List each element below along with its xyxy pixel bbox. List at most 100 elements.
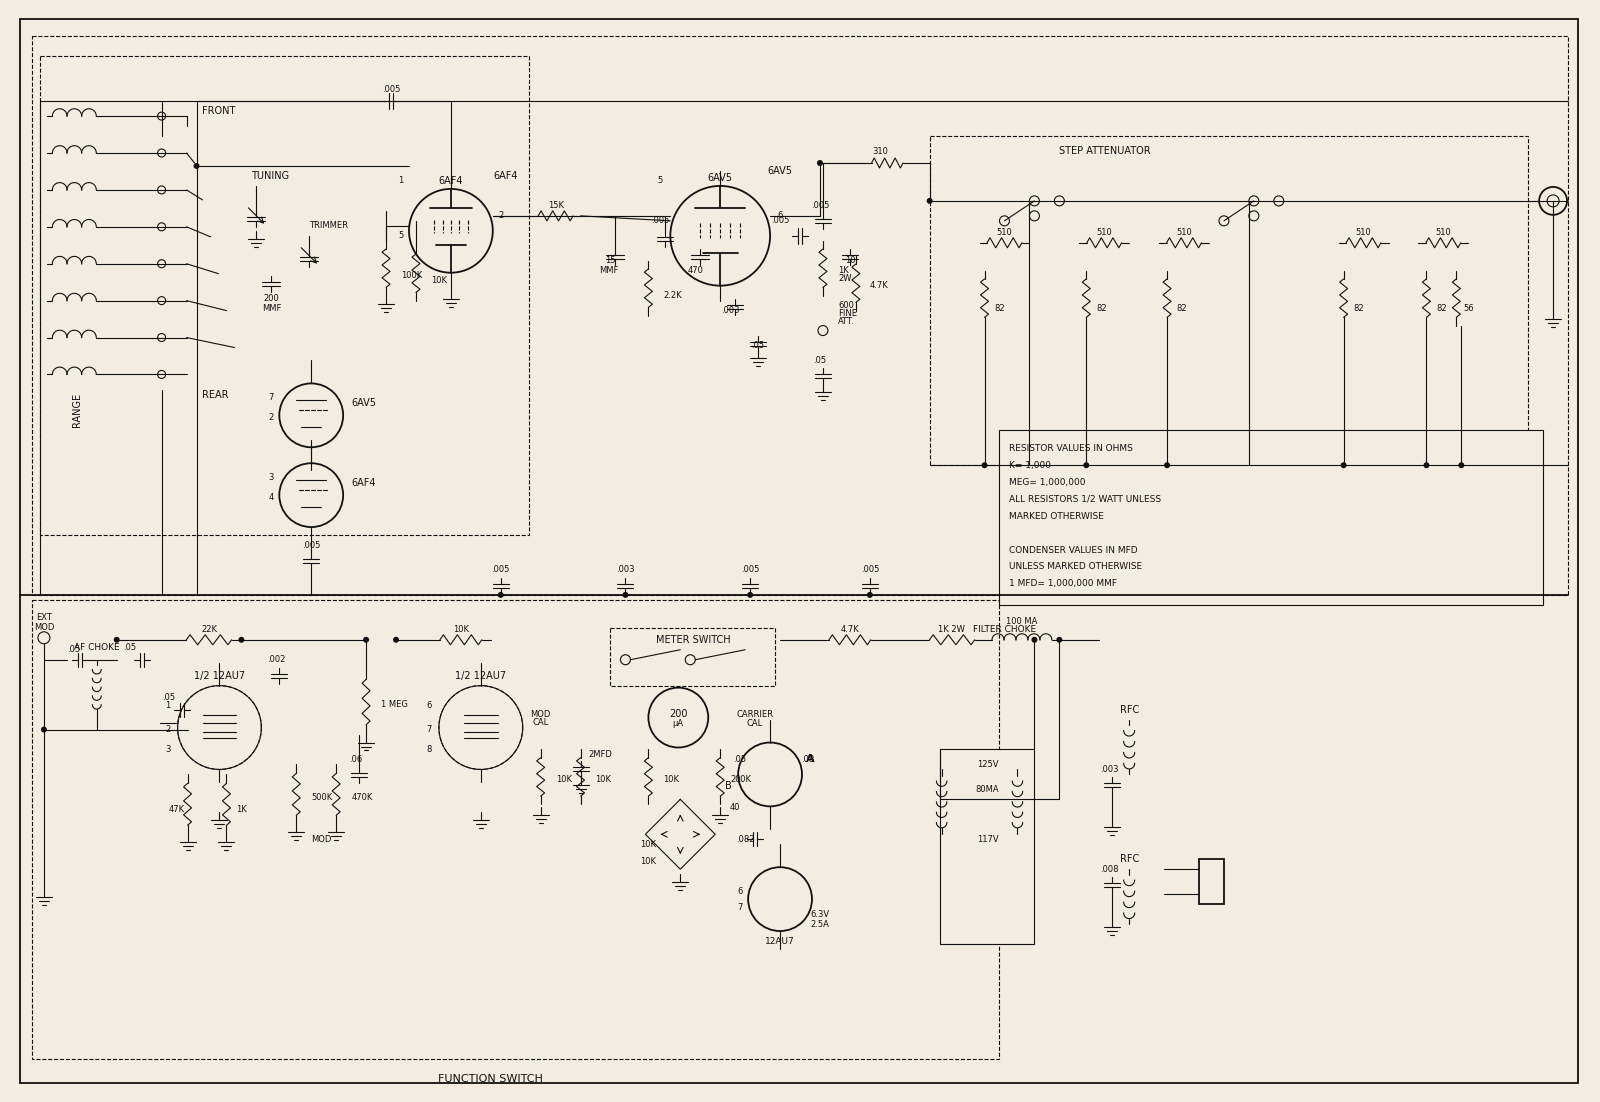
Text: 470K: 470K xyxy=(350,792,373,802)
Text: 6AF4: 6AF4 xyxy=(493,171,518,181)
Circle shape xyxy=(1029,196,1040,206)
Circle shape xyxy=(178,685,261,769)
Bar xyxy=(32,599,1000,1059)
Text: 47K: 47K xyxy=(168,804,184,814)
Text: .003: .003 xyxy=(722,306,739,315)
Circle shape xyxy=(1547,195,1558,207)
Circle shape xyxy=(1219,216,1229,226)
Text: UNLESS MARKED OTHERWISE: UNLESS MARKED OTHERWISE xyxy=(1010,562,1142,572)
Circle shape xyxy=(410,188,493,272)
Text: 40: 40 xyxy=(730,803,741,812)
Bar xyxy=(32,36,1568,595)
Text: 6: 6 xyxy=(778,212,782,220)
Text: 20: 20 xyxy=(730,775,741,784)
Text: 3: 3 xyxy=(165,745,170,754)
Text: .05: .05 xyxy=(123,644,136,652)
Bar xyxy=(611,628,774,685)
Text: 1K: 1K xyxy=(237,804,246,814)
Text: .005: .005 xyxy=(382,85,400,94)
Text: 510: 510 xyxy=(1176,228,1192,237)
Circle shape xyxy=(498,592,504,598)
Text: ALL RESISTORS 1/2 WATT UNLESS: ALL RESISTORS 1/2 WATT UNLESS xyxy=(1010,495,1162,504)
Text: 4.7K: 4.7K xyxy=(870,281,888,290)
Text: RESISTOR VALUES IN OHMS: RESISTOR VALUES IN OHMS xyxy=(1010,444,1133,453)
Text: 510: 510 xyxy=(1435,228,1451,237)
Circle shape xyxy=(1274,196,1283,206)
Text: MOD: MOD xyxy=(310,835,331,844)
Circle shape xyxy=(1054,196,1064,206)
Circle shape xyxy=(158,112,166,120)
Circle shape xyxy=(1032,637,1037,642)
Text: 1 MFD= 1,000,000 MMF: 1 MFD= 1,000,000 MMF xyxy=(1010,580,1117,588)
Circle shape xyxy=(42,726,46,733)
Text: 2: 2 xyxy=(498,212,504,220)
Text: .005: .005 xyxy=(491,565,510,574)
Circle shape xyxy=(1250,210,1259,220)
Text: 4.7K: 4.7K xyxy=(840,625,859,635)
Text: MOD: MOD xyxy=(34,624,54,633)
Text: 6.3V: 6.3V xyxy=(810,909,829,919)
Circle shape xyxy=(670,186,770,285)
Text: 1K: 1K xyxy=(838,267,848,276)
Circle shape xyxy=(1539,187,1566,215)
Text: 10K: 10K xyxy=(555,775,571,784)
Text: FILTER CHOKE: FILTER CHOKE xyxy=(973,625,1037,635)
Text: RFC: RFC xyxy=(1120,854,1139,864)
Text: 6AF4: 6AF4 xyxy=(438,176,462,186)
Circle shape xyxy=(818,160,822,166)
Text: FUNCTION SWITCH: FUNCTION SWITCH xyxy=(438,1073,544,1083)
Text: 500K: 500K xyxy=(312,792,333,802)
Text: .08: .08 xyxy=(802,755,814,764)
Text: EXT: EXT xyxy=(35,614,51,623)
Circle shape xyxy=(867,592,874,598)
Text: CAL: CAL xyxy=(533,719,549,727)
Circle shape xyxy=(363,637,370,642)
Text: 100K: 100K xyxy=(402,271,422,280)
Text: 10K: 10K xyxy=(734,775,750,784)
Text: 10K: 10K xyxy=(640,856,656,866)
Text: 82: 82 xyxy=(1354,304,1363,313)
Circle shape xyxy=(394,637,398,642)
Text: 10K: 10K xyxy=(595,775,611,784)
Text: 510: 510 xyxy=(1096,228,1112,237)
Bar xyxy=(939,749,1035,944)
Circle shape xyxy=(438,685,523,769)
Circle shape xyxy=(738,743,802,807)
Circle shape xyxy=(1250,196,1259,206)
Bar xyxy=(1198,860,1224,904)
Text: .005: .005 xyxy=(741,565,760,574)
Text: 117V: 117V xyxy=(976,835,998,844)
Text: .05: .05 xyxy=(162,693,174,702)
Text: 2MFD: 2MFD xyxy=(589,750,613,759)
Text: MMF: MMF xyxy=(262,304,282,313)
Text: CONDENSER VALUES IN MFD: CONDENSER VALUES IN MFD xyxy=(1010,545,1138,554)
Circle shape xyxy=(1083,462,1090,468)
Text: 1: 1 xyxy=(165,701,170,710)
Text: 3: 3 xyxy=(269,473,274,482)
Text: 15K: 15K xyxy=(547,202,563,210)
Text: 22K: 22K xyxy=(202,625,218,635)
Text: CAL: CAL xyxy=(747,720,763,728)
Text: 10K: 10K xyxy=(453,625,469,635)
Bar xyxy=(40,56,528,536)
Circle shape xyxy=(1029,210,1040,220)
Text: 6: 6 xyxy=(426,701,432,710)
Circle shape xyxy=(981,462,987,468)
Text: .05: .05 xyxy=(813,356,827,365)
Text: 7: 7 xyxy=(269,393,274,402)
Text: MOD: MOD xyxy=(531,710,550,720)
Text: 1K 2W: 1K 2W xyxy=(938,625,965,635)
Text: ATT.: ATT. xyxy=(838,317,854,326)
Text: 15: 15 xyxy=(605,257,616,266)
Text: .082: .082 xyxy=(736,835,754,844)
Text: 6: 6 xyxy=(738,887,742,896)
Text: 200: 200 xyxy=(669,709,688,719)
Text: K= 1,000: K= 1,000 xyxy=(1010,461,1051,469)
Text: 1/2 12AU7: 1/2 12AU7 xyxy=(456,671,506,681)
Text: TRIMMER: TRIMMER xyxy=(309,222,349,230)
Text: 6AF4: 6AF4 xyxy=(350,478,376,488)
Text: 5: 5 xyxy=(398,231,403,240)
Text: MARKED OTHERWISE: MARKED OTHERWISE xyxy=(1010,511,1104,520)
Circle shape xyxy=(648,688,709,747)
Text: .008: .008 xyxy=(1099,865,1118,874)
